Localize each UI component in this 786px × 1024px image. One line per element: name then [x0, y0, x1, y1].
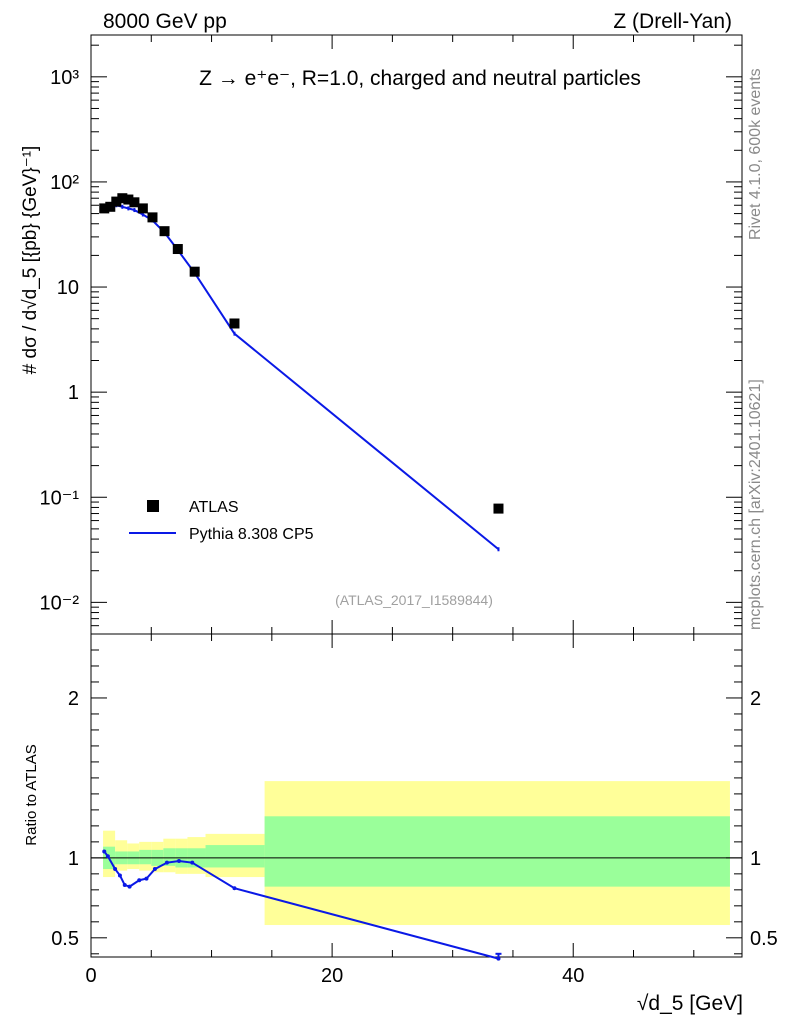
- header-left: 8000 GeV pp: [103, 10, 227, 33]
- mc-ratio-point: [177, 859, 182, 864]
- mc-ratio-point: [137, 878, 142, 883]
- chart-title: Z → e⁺e⁻, R=1.0, charged and neutral par…: [199, 67, 641, 90]
- mc-ratio-point: [102, 849, 107, 854]
- side-rivet: Rivet 4.1.0, 600k events: [747, 68, 764, 240]
- series: [99, 193, 504, 961]
- mc-ratio-point: [105, 854, 110, 859]
- ratio-tick-label-right: 1: [750, 848, 761, 870]
- atlas-point: [147, 212, 158, 223]
- y-tick-label: 10⁻¹: [40, 487, 80, 509]
- inner-band-bin: [205, 845, 265, 868]
- mc-ratio-point: [152, 867, 157, 872]
- side-rivet-text: Rivet 4.1.0, 600k events: [747, 68, 764, 240]
- atlas-point: [99, 203, 110, 214]
- atlas-point: [129, 197, 140, 208]
- inner-band-bin: [264, 816, 730, 887]
- mc-line: [104, 204, 500, 551]
- atlas-point: [137, 203, 148, 214]
- ratio-tick-label-left: 1: [68, 848, 79, 870]
- mc-ratio-point: [190, 860, 195, 865]
- axes: 0 20 40 10⁻² 10⁻¹ 1 10 10² 10³ 0.5 0.5 1 1 2 2: [40, 34, 778, 987]
- atlas-point: [159, 226, 170, 237]
- y-tick-label: 10⁻²: [40, 592, 80, 614]
- ratio-frame: [90, 633, 743, 958]
- atlas-point: [123, 194, 134, 205]
- x-tick-label: 40: [562, 965, 584, 987]
- y-axis-label: # dσ / d√d_5 [{pb} {GeV}⁻¹]: [20, 146, 41, 375]
- y-tick-label: 10: [57, 277, 79, 299]
- main-frame: [90, 34, 743, 635]
- atlas-point: [493, 503, 504, 514]
- y-tick-label: 10³: [50, 67, 79, 89]
- x-tick-label: 0: [85, 965, 96, 987]
- legend-atlas-marker: [147, 500, 159, 512]
- header-right: Z (Drell-Yan): [613, 10, 732, 33]
- mc-ratio-point: [113, 867, 118, 872]
- y-axis-label-text: # dσ / d√d_5 [{pb} {GeV}⁻¹]: [20, 146, 41, 375]
- atlas-point: [229, 318, 240, 329]
- analysis-id: (ATLAS_2017_I1589844): [335, 592, 493, 608]
- legend-atlas-label: ATLAS: [189, 499, 239, 516]
- legend: ATLAS Pythia 8.308 CP5: [129, 499, 314, 543]
- ratio-tick-label-right: 2: [750, 688, 761, 710]
- mc-ratio-point: [127, 884, 132, 889]
- ratio-y-label-text: Ratio to ATLAS: [23, 744, 40, 845]
- inner-band-bin: [139, 849, 152, 865]
- mc-ratio-point: [117, 873, 122, 878]
- side-mcplots: mcplots.cern.ch [arXiv:2401.10621]: [747, 379, 764, 630]
- ratio-tick-label-right: 0.5: [750, 928, 778, 950]
- ratio-y-label: Ratio to ATLAS: [23, 744, 40, 845]
- atlas-point: [117, 193, 128, 204]
- y-tick-label: 1: [68, 382, 79, 404]
- atlas-point: [111, 196, 122, 207]
- legend-mc-label: Pythia 8.308 CP5: [189, 526, 314, 543]
- atlas-point: [105, 201, 116, 212]
- ratio-tick-label-left: 2: [68, 688, 79, 710]
- mc-ratio-point: [144, 876, 149, 881]
- y-tick-label: 10²: [50, 172, 79, 194]
- mc-ratio-point: [232, 886, 237, 891]
- mc-ratio-point: [164, 860, 169, 865]
- x-axis-label: √d_5 [GeV]: [637, 992, 743, 1015]
- ratio-bands: [103, 781, 730, 926]
- atlas-point: [189, 266, 200, 277]
- mc-ratio-point: [122, 883, 127, 888]
- atlas-point: [172, 244, 183, 255]
- side-mcplots-text: mcplots.cern.ch [arXiv:2401.10621]: [747, 379, 764, 630]
- ratio-tick-label-left: 0.5: [51, 928, 79, 950]
- mc-ratio-point: [496, 956, 501, 961]
- x-tick-label: 20: [321, 965, 343, 987]
